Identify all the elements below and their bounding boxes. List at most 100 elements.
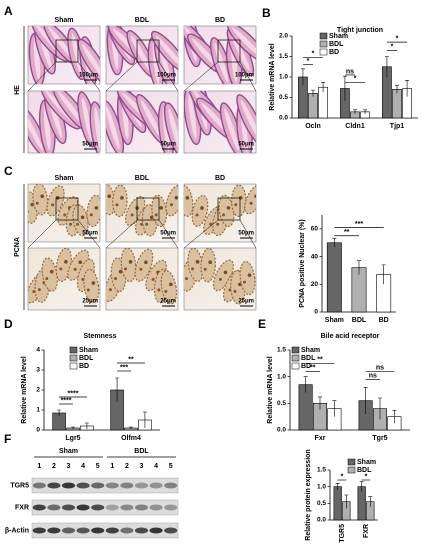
nucleus bbox=[115, 203, 119, 207]
band bbox=[47, 527, 61, 534]
villus-core bbox=[48, 26, 75, 60]
band bbox=[120, 527, 134, 534]
texture bbox=[184, 248, 256, 305]
blot-strip bbox=[31, 522, 179, 539]
crypt bbox=[120, 248, 137, 283]
error-bar bbox=[318, 396, 322, 410]
texture bbox=[184, 91, 256, 153]
row-label: FXR bbox=[15, 504, 29, 511]
villus-core bbox=[232, 27, 256, 58]
error-bar bbox=[332, 238, 337, 247]
nucleus bbox=[218, 277, 222, 281]
nucleus bbox=[216, 222, 220, 226]
row-label: TGR5 bbox=[10, 482, 29, 489]
band bbox=[134, 527, 149, 534]
legend-label: Sham bbox=[301, 347, 320, 354]
x-tick-label: TGR5 bbox=[339, 524, 346, 543]
nucleus bbox=[159, 206, 163, 210]
crypt bbox=[83, 268, 100, 304]
error-bar bbox=[129, 426, 133, 429]
texture bbox=[28, 26, 100, 84]
error-bar bbox=[84, 422, 89, 429]
zoom-line bbox=[239, 219, 257, 249]
x-tick-label: FXR bbox=[363, 524, 370, 538]
band bbox=[61, 504, 76, 511]
texture bbox=[28, 91, 100, 153]
crypt bbox=[134, 248, 154, 282]
villus-core bbox=[240, 100, 256, 141]
band bbox=[164, 482, 178, 489]
nucleus bbox=[238, 282, 242, 287]
legend-swatch bbox=[291, 362, 300, 370]
nucleus bbox=[181, 203, 184, 206]
error-bar bbox=[142, 411, 147, 428]
band bbox=[164, 527, 178, 534]
villus-core bbox=[81, 44, 100, 80]
micrograph bbox=[27, 90, 101, 154]
error-bar bbox=[335, 483, 340, 490]
bar bbox=[392, 89, 402, 119]
nucleus bbox=[63, 213, 67, 217]
scale-label: 25μm bbox=[160, 299, 176, 305]
error-bar bbox=[57, 409, 62, 416]
legend-label: Sham bbox=[79, 347, 98, 354]
y-axis-label: PCNA positive Nuclear (%) bbox=[299, 219, 306, 307]
nucleus bbox=[139, 267, 143, 271]
zoom-line bbox=[77, 219, 101, 249]
scale-label: 50μm bbox=[82, 142, 98, 148]
x-tick-label: Fxr bbox=[315, 435, 326, 442]
nucleus bbox=[169, 203, 173, 207]
row-label: β-Actin bbox=[5, 527, 29, 534]
villus-core bbox=[28, 111, 44, 151]
error-bar bbox=[300, 68, 305, 86]
nucleus bbox=[89, 213, 93, 217]
zoom-box bbox=[136, 197, 160, 221]
column-header: BD bbox=[215, 17, 225, 24]
error-bar bbox=[332, 400, 337, 417]
nucleus bbox=[78, 260, 83, 265]
crypt bbox=[112, 184, 128, 218]
legend-label: BD bbox=[79, 363, 89, 370]
nucleus bbox=[107, 194, 112, 199]
bar bbox=[308, 93, 318, 119]
significance-label: * bbox=[354, 76, 357, 83]
x-tick-label: Cldn1 bbox=[345, 123, 365, 130]
band bbox=[76, 482, 90, 489]
band bbox=[105, 482, 119, 489]
significance-label: ns bbox=[346, 68, 354, 75]
error-bar bbox=[115, 377, 120, 402]
nucleus bbox=[73, 267, 77, 271]
zoom-line bbox=[77, 61, 101, 92]
micrograph bbox=[103, 183, 179, 243]
y-tick-label: 2 bbox=[36, 387, 40, 394]
nucleus bbox=[144, 260, 148, 265]
legend-swatch bbox=[69, 346, 78, 354]
scale-label: 100μm bbox=[157, 73, 176, 79]
crypt bbox=[191, 195, 209, 227]
nucleus bbox=[140, 222, 144, 226]
scale-label: 50μm bbox=[160, 142, 176, 148]
micrograph bbox=[183, 25, 257, 85]
zoom-box bbox=[136, 39, 160, 63]
texture bbox=[106, 91, 178, 153]
nucleus bbox=[254, 194, 256, 199]
band bbox=[105, 527, 119, 534]
band bbox=[134, 504, 149, 511]
zoom-box bbox=[217, 39, 241, 63]
legend-label: BDL bbox=[357, 467, 372, 474]
nucleus bbox=[203, 267, 207, 271]
nucleus bbox=[242, 280, 246, 284]
villus-core bbox=[224, 108, 240, 151]
nucleus bbox=[209, 222, 213, 226]
y-tick-label: 60 bbox=[311, 226, 319, 233]
legend-label: BDL bbox=[301, 355, 316, 362]
nucleus bbox=[45, 277, 49, 281]
nucleus bbox=[80, 215, 85, 220]
y-tick-label: 0 bbox=[314, 309, 318, 316]
x-tick-label: Tgr5 bbox=[372, 435, 387, 442]
lane-label: 5 bbox=[169, 463, 173, 470]
significance-label: ns bbox=[376, 365, 384, 372]
legend-swatch bbox=[291, 354, 300, 362]
nucleus bbox=[103, 202, 106, 205]
nucleus bbox=[118, 269, 123, 274]
